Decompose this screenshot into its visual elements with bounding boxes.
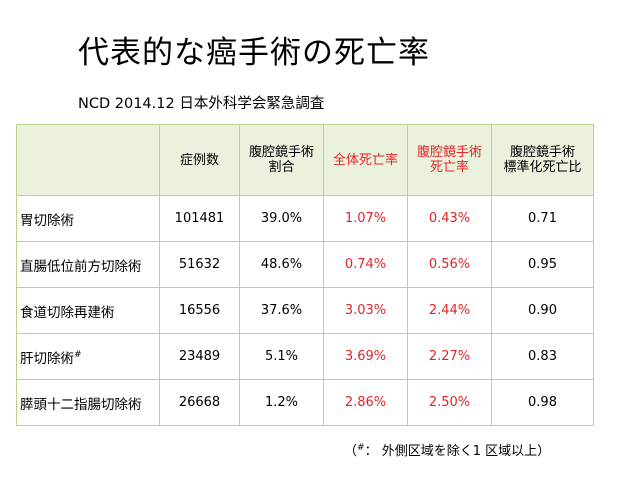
table-row: 胃切除術 101481 39.0% 1.07% 0.43% 0.71 [16, 195, 594, 242]
footnote-mark: # [74, 349, 82, 360]
page-title: 代表的な癌手術の死亡率 [78, 35, 430, 71]
lap-mortality-cell: 0.56% [407, 241, 492, 288]
footnote-symbol: # [357, 443, 365, 453]
procedure-name: 食道切除再建術 [16, 287, 160, 334]
footnote: （#： 外側区域を除く1 区域以上） [344, 440, 550, 459]
table-row: 食道切除再建術 16556 37.6% 3.03% 2.44% 0.90 [16, 287, 594, 334]
header-cases: 症例数 [159, 124, 240, 196]
cases-cell: 51632 [159, 241, 240, 288]
cases-cell: 26668 [159, 379, 240, 426]
table-row: 膵頭十二指腸切除術 26668 1.2% 2.86% 2.50% 0.98 [16, 379, 594, 426]
smr-cell: 0.83 [491, 333, 594, 380]
procedure-name: 肝切除術# [16, 333, 160, 380]
footnote-open: （ [344, 444, 358, 459]
smr-cell: 0.90 [491, 287, 594, 334]
procedure-name-text: 膵頭十二指腸切除術 [20, 396, 142, 413]
lap-ratio-cell: 37.6% [239, 287, 324, 334]
header-lap-ratio: 腹腔鏡手術 割合 [239, 124, 324, 196]
overall-mortality-cell: 3.03% [323, 287, 408, 334]
header-lap-mortality-line2: 死亡率 [429, 160, 469, 175]
lap-ratio-cell: 1.2% [239, 379, 324, 426]
overall-mortality-cell: 1.07% [323, 195, 408, 242]
lap-mortality-cell: 2.44% [407, 287, 492, 334]
header-lap-mortality-line1: 腹腔鏡手術 [416, 145, 482, 160]
procedure-name-text: 肝切除術 [20, 350, 74, 367]
lap-mortality-cell: 2.27% [407, 333, 492, 380]
procedure-name-text: 胃切除術 [20, 212, 74, 229]
lap-ratio-cell: 39.0% [239, 195, 324, 242]
overall-mortality-cell: 0.74% [323, 241, 408, 288]
mortality-table: 症例数 腹腔鏡手術 割合 全体死亡率 腹腔鏡手術 死亡率 腹腔鏡手術 標準化死亡比 胃… [16, 124, 594, 426]
header-smr-line1: 腹腔鏡手術 [509, 145, 575, 160]
procedure-name: 直腸低位前方切除術 [16, 241, 160, 288]
procedure-name: 膵頭十二指腸切除術 [16, 379, 160, 426]
procedure-name-text: 食道切除再建術 [20, 304, 115, 321]
header-smr-line2: 標準化死亡比 [503, 160, 582, 175]
header-cases-label: 症例数 [179, 152, 219, 168]
header-lap-ratio-line2: 割合 [268, 160, 295, 175]
procedure-name: 胃切除術 [16, 195, 160, 242]
header-lap-mortality: 腹腔鏡手術 死亡率 [407, 124, 492, 196]
page-subtitle: NCD 2014.12 日本外科学会緊急調査 [78, 96, 325, 112]
smr-cell: 0.98 [491, 379, 594, 426]
table-row: 直腸低位前方切除術 51632 48.6% 0.74% 0.56% 0.95 [16, 241, 594, 288]
cases-cell: 101481 [159, 195, 240, 242]
lap-ratio-cell: 48.6% [239, 241, 324, 288]
header-smr: 腹腔鏡手術 標準化死亡比 [491, 124, 594, 196]
smr-cell: 0.95 [491, 241, 594, 288]
header-empty-cell [16, 124, 160, 196]
footnote-text: ： 外側区域を除く1 区域以上） [364, 444, 551, 459]
cases-cell: 16556 [159, 287, 240, 334]
smr-cell: 0.71 [491, 195, 594, 242]
lap-mortality-cell: 2.50% [407, 379, 492, 426]
procedure-name-text: 直腸低位前方切除術 [20, 258, 142, 275]
table-row: 肝切除術# 23489 5.1% 3.69% 2.27% 0.83 [16, 333, 594, 380]
header-overall-mortality: 全体死亡率 [323, 124, 408, 196]
table-header-row: 症例数 腹腔鏡手術 割合 全体死亡率 腹腔鏡手術 死亡率 腹腔鏡手術 標準化死亡比 [16, 124, 594, 196]
header-overall-mortality-label: 全体死亡率 [332, 152, 398, 168]
overall-mortality-cell: 3.69% [323, 333, 408, 380]
cases-cell: 23489 [159, 333, 240, 380]
overall-mortality-cell: 2.86% [323, 379, 408, 426]
lap-mortality-cell: 0.43% [407, 195, 492, 242]
header-lap-ratio-line1: 腹腔鏡手術 [248, 145, 314, 160]
lap-ratio-cell: 5.1% [239, 333, 324, 380]
